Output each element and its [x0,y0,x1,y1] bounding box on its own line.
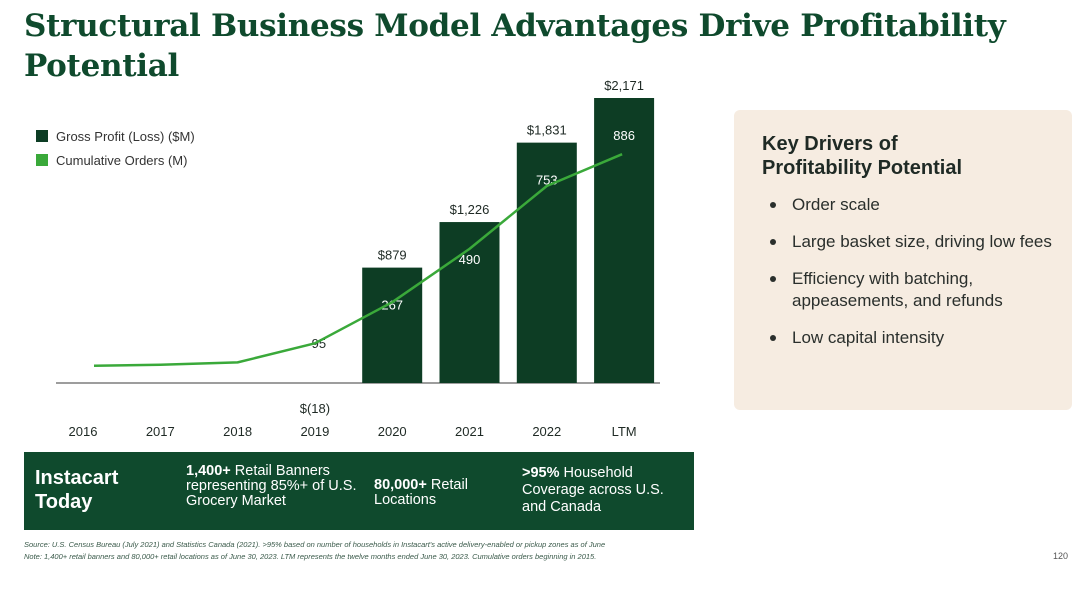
orders-value-label: 886 [613,128,635,143]
key-drivers-panel: Key Drivers of Profitability Potential O… [734,110,1072,410]
driver-item: Efficiency with batching, appeasements, … [762,268,1052,312]
stat-household-coverage-value: >95% [522,465,560,481]
bar-value-label: $1,831 [527,123,567,138]
legend-item-gross-profit: Gross Profit (Loss) ($M) [36,124,195,148]
x-tick-label: 2022 [532,424,561,439]
bar-2021 [439,222,500,383]
bar-value-label: $2,171 [604,78,644,93]
x-tick-label: 2020 [378,424,407,439]
x-tick-label: LTM [612,424,637,439]
stat-retail-locations-text: Retail Locations [374,477,468,508]
legend-item-cumulative-orders: Cumulative Orders (M) [36,148,195,172]
driver-item: Large basket size, driving low fees [762,231,1052,253]
stat-retail-locations-value: 80,000+ [374,477,427,493]
chart-legend: Gross Profit (Loss) ($M) Cumulative Orde… [36,124,195,172]
x-tick-label: 2018 [223,424,252,439]
cumulative-orders-line [93,153,623,368]
bar-value-label: $1,226 [450,202,490,217]
key-drivers-list: Order scale Large basket size, driving l… [762,194,1052,349]
stat-retail-banners-text: Retail Banners representing 85%+ of U.S.… [186,463,357,509]
bar-value-label: $879 [378,248,407,263]
driver-item: Low capital intensity [762,327,1052,349]
stat-retail-banners-value: 1,400+ [186,463,231,479]
gross-profit-orders-chart: 2016 2017 2018 $(18) 2019 $879 267 2020 $1,226 49… [56,78,660,439]
bar-2022 [516,142,577,383]
orders-value-label: 490 [459,252,481,267]
x-tick-label: 2021 [455,424,484,439]
stat-household-coverage-text: Household Coverage across U.S. and Canad… [522,465,664,515]
page-title: Structural Business Model Advantages Dri… [24,8,1006,84]
footnote-source: Source: U.S. Census Bureau (July 2021) a… [24,540,606,549]
instacart-today-banner: Instacart Today 1,400+ Retail Banners re… [24,452,694,530]
page-number: 120 [1052,551,1068,561]
x-tick-label: 2017 [146,424,175,439]
bar-value-label: $(18) [300,401,330,416]
legend-swatch-bar [36,130,48,142]
key-drivers-title: Key Drivers of Profitability Potential [762,133,963,179]
stat-retail-locations: 80,000+ Retail Locations [374,478,514,508]
legend-swatch-line [36,154,48,166]
stat-retail-banners: 1,400+ Retail Banners representing 85%+ … [186,464,366,509]
x-tick-label: 2016 [69,424,98,439]
driver-item: Order scale [762,194,1052,216]
legend-label-gross-profit: Gross Profit (Loss) ($M) [56,128,195,144]
bar-LTM [594,98,655,383]
x-tick-label: 2019 [300,424,329,439]
legend-label-cumulative-orders: Cumulative Orders (M) [56,152,188,168]
bar-2020 [362,267,423,383]
footnote-note: Note: 1,400+ retail banners and 80,000+ … [24,552,597,561]
orders-value-label: 267 [381,298,403,313]
banner-title: Instacart Today [35,467,119,513]
stat-household-coverage: >95% Household Coverage across U.S. and … [522,465,692,516]
